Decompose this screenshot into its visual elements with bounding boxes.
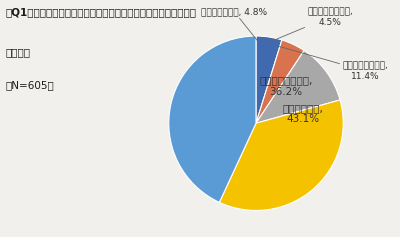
Wedge shape [169, 36, 256, 202]
Wedge shape [256, 40, 304, 123]
Text: （エ）月１〜３回,
36.2%: （エ）月１〜３回, 36.2% [259, 75, 313, 97]
Text: （イ）週３〜４回,
4.5%: （イ）週３〜４回, 4.5% [268, 7, 353, 42]
Text: 【Q1】アルコールを伴う食事（以下、食事）に行く頻度を教えて: 【Q1】アルコールを伴う食事（以下、食事）に行く頻度を教えて [6, 7, 197, 17]
Text: （ア）ほぼ毎日, 4.8%: （ア）ほぼ毎日, 4.8% [201, 7, 267, 41]
Wedge shape [256, 50, 340, 123]
Text: （オ）その他,
43.1%: （オ）その他, 43.1% [282, 103, 324, 124]
Wedge shape [256, 36, 282, 123]
Wedge shape [219, 100, 343, 210]
Text: （ウ）週１〜２回,
11.4%: （ウ）週１〜２回, 11.4% [280, 46, 388, 81]
Text: （N=605）: （N=605） [6, 81, 55, 91]
Text: 下さい。: 下さい。 [6, 47, 31, 57]
